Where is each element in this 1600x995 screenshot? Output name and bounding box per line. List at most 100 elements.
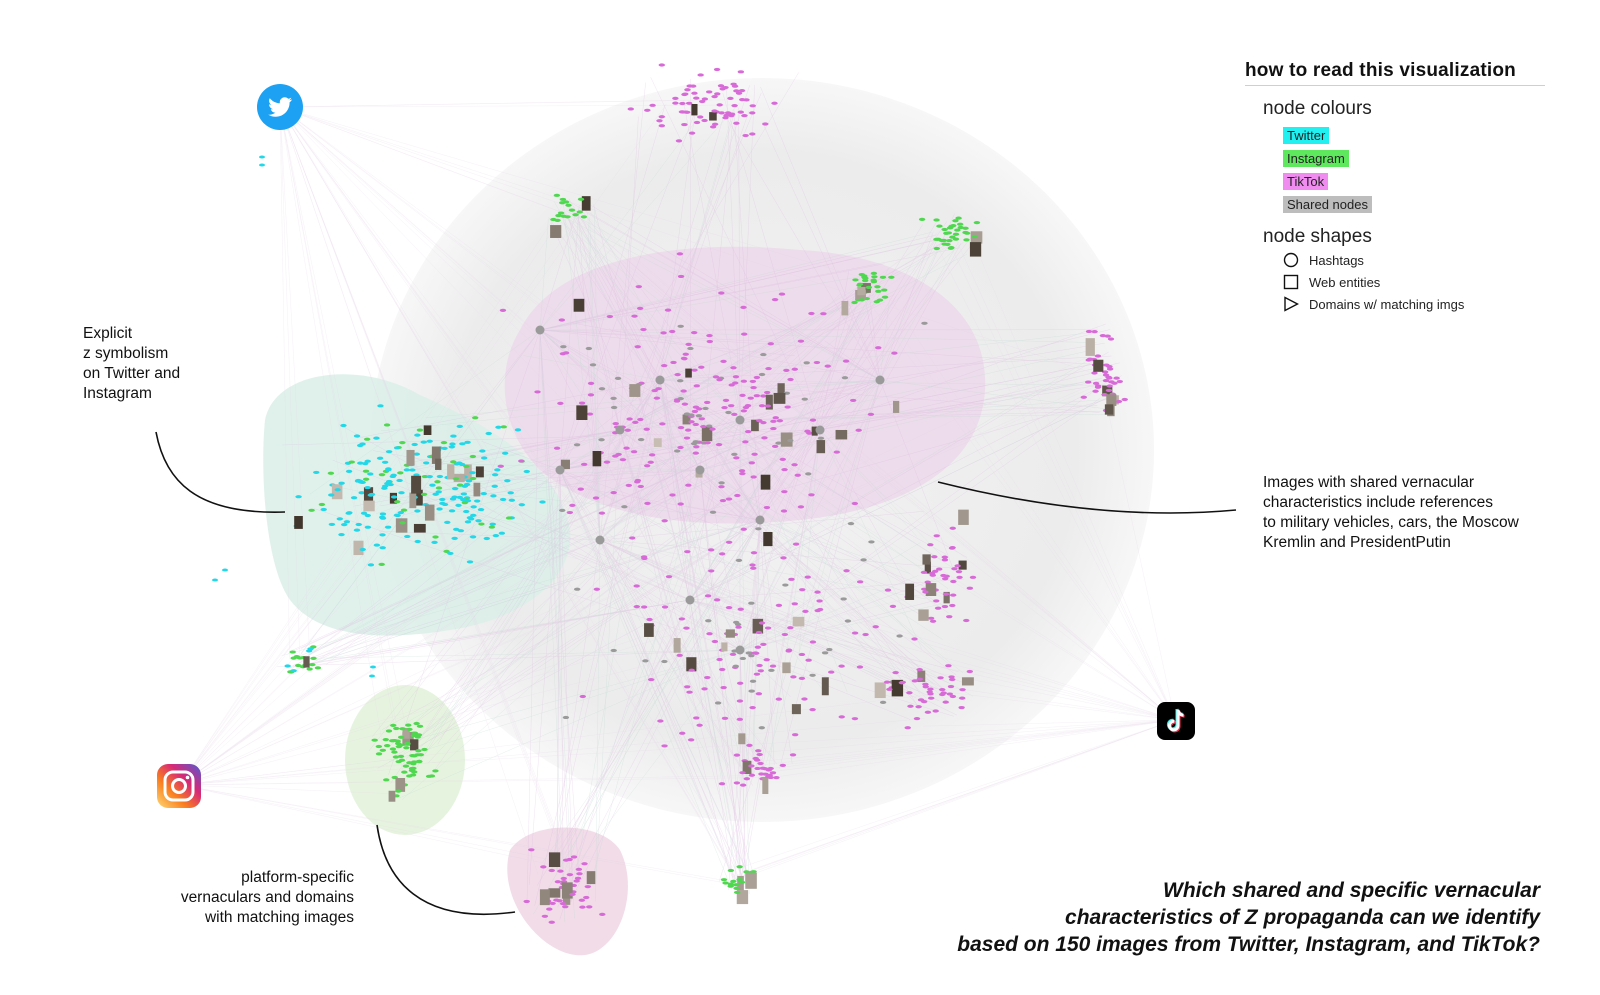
- graph-edge: [401, 379, 881, 800]
- graph-edge: [759, 519, 775, 765]
- graph-edge: [675, 620, 1176, 721]
- hashtag-node: [363, 437, 371, 441]
- graph-edge: [689, 221, 947, 601]
- graph-edge: [564, 199, 881, 381]
- graph-edge: [446, 469, 701, 476]
- graph-edge: [863, 294, 1176, 721]
- graph-edge: [559, 469, 767, 766]
- hashtag-node: [738, 469, 746, 473]
- shared-node: [615, 425, 625, 435]
- hashtag-node: [736, 877, 743, 882]
- hashtag-node: [704, 675, 711, 680]
- hashtag-node: [480, 456, 488, 460]
- hashtag-node: [705, 619, 712, 623]
- graph-edge: [689, 599, 919, 692]
- hashtag-node: [949, 593, 957, 597]
- hashtag-node: [720, 878, 728, 882]
- image-node: [453, 473, 465, 482]
- hashtag-node: [549, 901, 556, 906]
- graph-edge: [650, 77, 821, 431]
- hashtag-node: [749, 379, 757, 384]
- graph-edge: [279, 106, 741, 887]
- hashtag-node: [478, 522, 485, 526]
- hashtag-node: [400, 508, 408, 512]
- hashtag-node: [904, 726, 911, 730]
- image-node: [411, 475, 422, 494]
- graph-edge: [760, 86, 881, 381]
- hashtag-node: [465, 479, 473, 483]
- hashtag-node: [763, 658, 770, 662]
- hashtag-node: [931, 555, 938, 559]
- hashtag-node: [963, 618, 970, 623]
- hashtag-node: [354, 479, 362, 483]
- hashtag-node: [395, 744, 403, 749]
- graph-edge: [559, 469, 573, 886]
- hashtag-node: [740, 527, 747, 531]
- image-node: [791, 704, 801, 715]
- graph-edge: [739, 291, 874, 421]
- hashtag-node: [772, 416, 779, 420]
- hashtag-node: [801, 397, 808, 401]
- graph-edge: [599, 539, 737, 887]
- hashtag-node: [702, 406, 709, 411]
- hashtag-node: [610, 396, 617, 400]
- annotation-line: Images with shared vernacular: [1263, 474, 1475, 491]
- graph-edge: [403, 379, 661, 785]
- hashtag-node: [733, 781, 741, 785]
- shared-node: [875, 375, 885, 385]
- graph-edge: [179, 777, 772, 786]
- hashtag-node: [443, 549, 450, 553]
- graph-edge: [739, 419, 750, 894]
- graph-edge: [689, 397, 1108, 601]
- hashtag-node: [734, 493, 741, 498]
- hashtag-node: [383, 778, 390, 782]
- hashtag-node: [457, 529, 465, 533]
- hashtag-node: [685, 101, 693, 105]
- graph-edge: [296, 429, 821, 671]
- hashtag-node: [718, 291, 725, 295]
- graph-edge: [600, 526, 741, 651]
- hashtag-node: [732, 381, 739, 385]
- graph-edge: [556, 649, 741, 892]
- shared-node: [535, 325, 545, 335]
- hashtag-node: [568, 208, 576, 212]
- hashtag-node: [508, 498, 516, 502]
- hashtag-node: [769, 664, 777, 668]
- hashtag-node: [799, 588, 806, 592]
- hashtag-node: [709, 510, 717, 514]
- graph-edge: [759, 519, 911, 574]
- hashtag-node: [580, 215, 588, 219]
- graph-edge: [179, 718, 925, 786]
- graph-edge: [699, 469, 922, 613]
- hashtag-node: [649, 103, 656, 107]
- hashtag-node: [685, 342, 692, 346]
- image-node: [363, 500, 375, 512]
- twitter-icon: [257, 84, 303, 135]
- graph-edge: [759, 519, 948, 596]
- graph-edge: [388, 329, 541, 775]
- graph-edge: [526, 329, 541, 906]
- graph-edge: [539, 216, 576, 331]
- hashtag-node: [920, 570, 928, 574]
- shared-node: [755, 515, 765, 525]
- hashtag-node: [881, 295, 889, 299]
- graph-edge: [179, 298, 874, 786]
- hashtag-node: [289, 650, 296, 654]
- hashtag-node: [295, 495, 302, 499]
- hashtag-node: [599, 912, 606, 917]
- hashtag-node: [546, 907, 553, 911]
- hashtag-node: [814, 590, 821, 594]
- hashtag-node: [320, 507, 327, 512]
- image-node: [751, 419, 759, 432]
- hashtag-node: [421, 747, 428, 752]
- hashtag-node: [714, 701, 722, 705]
- hashtag-node: [735, 91, 743, 95]
- graph-edge: [179, 661, 304, 786]
- graph-edge: [689, 599, 742, 884]
- image-node: [410, 739, 419, 751]
- graph-edge: [279, 106, 403, 771]
- image-node: [969, 242, 982, 257]
- hashtag-node: [764, 404, 772, 408]
- hashtag-node: [581, 862, 588, 866]
- hashtag-node: [390, 723, 397, 727]
